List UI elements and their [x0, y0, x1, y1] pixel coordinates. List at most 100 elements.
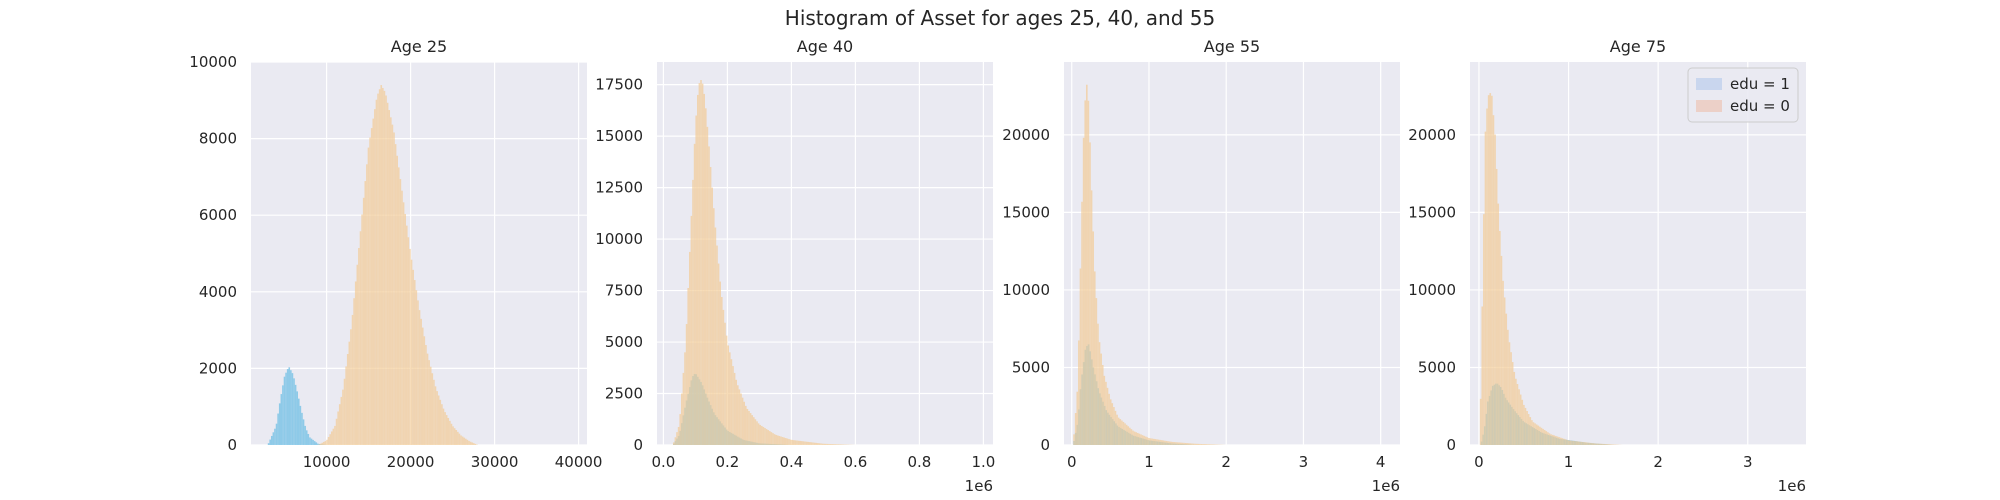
histogram-bar	[687, 287, 689, 445]
histogram-bar	[343, 378, 346, 445]
histogram-bar	[326, 439, 328, 445]
histogram-bar	[1149, 438, 1152, 445]
histogram-bar	[698, 83, 701, 445]
histogram-bar	[1539, 426, 1541, 445]
histogram-bar	[761, 425, 763, 445]
histogram-bar	[1109, 399, 1112, 445]
histogram-bar	[737, 385, 739, 445]
histogram-bar	[1513, 371, 1516, 445]
x-tick-label: 0	[1067, 453, 1077, 471]
histogram-bar	[1609, 444, 1612, 445]
histogram-bar	[785, 438, 787, 445]
histogram-bar	[1582, 442, 1584, 445]
histogram-bar	[437, 395, 440, 445]
histogram-bar	[1097, 323, 1099, 445]
histogram-bar	[839, 444, 841, 445]
histogram-bar	[444, 412, 446, 445]
histogram-bar	[1598, 443, 1600, 445]
histogram-bar	[1114, 410, 1117, 445]
histogram-bar	[1511, 362, 1514, 445]
histogram-bar	[418, 310, 421, 445]
histogram-bar	[353, 298, 355, 445]
histogram-bar	[1133, 431, 1136, 445]
x-tick-label: 3	[1299, 453, 1309, 471]
histogram-bar	[722, 309, 725, 445]
histogram-bar	[706, 126, 709, 445]
histogram-bar	[721, 296, 723, 445]
histogram-bar	[735, 379, 737, 445]
histogram-bar	[312, 439, 314, 445]
histogram-bar	[1524, 407, 1527, 445]
histogram-bar	[1479, 398, 1482, 445]
histogram-bar	[393, 132, 395, 446]
legend-swatch	[1696, 100, 1722, 112]
histogram-bar	[829, 444, 832, 445]
histogram-bar	[1553, 435, 1556, 445]
histogram-bar	[1564, 439, 1567, 445]
histogram-bar	[359, 231, 362, 445]
x-offset-label: 1e6	[965, 477, 993, 495]
histogram-bar	[417, 300, 419, 445]
histogram-bar	[1146, 437, 1149, 445]
figure-title: Histogram of Asset for ages 25, 40, and …	[784, 6, 1216, 30]
histogram-bar	[789, 439, 792, 445]
histogram-bar	[299, 405, 302, 445]
x-offset-label: 1e6	[1372, 477, 1400, 495]
histogram-bar	[1143, 435, 1145, 445]
histogram-bar	[348, 341, 351, 445]
histogram-bar	[1191, 443, 1193, 445]
histogram-bar	[692, 179, 694, 446]
y-tick-label: 17500	[595, 76, 643, 94]
histogram-bar	[380, 85, 383, 445]
histogram-bar	[401, 190, 403, 445]
histogram-bar	[471, 442, 474, 445]
histogram-bar	[757, 423, 760, 445]
histogram-bar	[1152, 438, 1155, 445]
histogram-bar	[1194, 443, 1196, 445]
histogram-bar	[404, 213, 406, 445]
histogram-bar	[433, 379, 435, 445]
histogram-bar	[278, 403, 281, 445]
histogram-bar	[1086, 84, 1088, 446]
histogram-bar	[378, 89, 381, 446]
histogram-bar	[730, 359, 733, 445]
histogram-bar	[1159, 439, 1161, 445]
histogram-bar	[685, 324, 688, 445]
histogram-bar	[415, 290, 418, 445]
panel-4	[1470, 62, 1806, 446]
series-edu-0	[673, 80, 856, 446]
histogram-bar	[313, 441, 316, 445]
histogram-bar	[385, 95, 387, 445]
histogram-bar	[1098, 342, 1101, 445]
histogram-bar	[1574, 441, 1576, 445]
histogram-bar	[361, 214, 363, 445]
panel-2	[657, 62, 993, 446]
histogram-bar	[386, 102, 389, 446]
histogram-bar	[724, 322, 726, 445]
y-tick-label: 7500	[605, 282, 643, 300]
histogram-bar	[773, 434, 776, 445]
histogram-bar	[821, 443, 824, 445]
histogram-bar	[1116, 414, 1118, 445]
histogram-bar	[1607, 444, 1610, 445]
histogram-bar	[1121, 420, 1123, 445]
histogram-bar	[450, 423, 453, 445]
histogram-bar	[372, 118, 375, 445]
y-tick-label: 0	[1446, 436, 1456, 454]
histogram-bar	[815, 442, 817, 445]
histogram-bar	[1162, 440, 1165, 445]
histogram-bar	[828, 443, 830, 445]
histogram-bar	[738, 389, 741, 445]
histogram-bar	[1587, 442, 1589, 445]
histogram-bar	[778, 435, 781, 445]
y-tick-label: 6000	[199, 206, 237, 224]
histogram-bar	[1092, 231, 1094, 445]
histogram-bar	[834, 444, 837, 445]
histogram-bar	[682, 372, 685, 445]
histogram-bar	[1494, 134, 1496, 445]
histogram-bar	[788, 439, 790, 445]
histogram-bar	[377, 93, 379, 445]
x-tick-label: 20000	[387, 453, 435, 471]
histogram-bar	[362, 197, 365, 445]
histogram-bar	[1151, 438, 1153, 445]
